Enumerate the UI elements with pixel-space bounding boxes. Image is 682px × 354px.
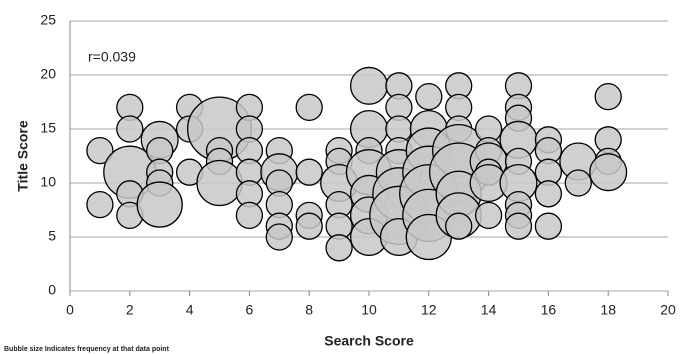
bubble [564, 169, 592, 197]
bubble [196, 159, 243, 207]
bubble [445, 212, 473, 240]
bubble [295, 212, 323, 240]
y-axis-label: Title Score [15, 120, 31, 192]
y-tick-label: 5 [48, 228, 56, 244]
x-tick-label: 18 [600, 302, 616, 318]
bubble [474, 201, 503, 230]
x-tick-label: 10 [361, 302, 377, 318]
bubble [325, 234, 353, 262]
bubble [86, 136, 114, 165]
bubble [349, 66, 389, 105]
x-tick-label: 16 [541, 302, 557, 318]
bubble [415, 82, 443, 111]
y-tick-label: 15 [40, 120, 56, 136]
y-tick-label: 0 [48, 282, 56, 298]
x-axis-label: Search Score [324, 333, 414, 349]
x-tick-label: 2 [126, 302, 134, 318]
y-tick-label: 10 [40, 174, 56, 190]
bubble [136, 181, 183, 228]
bubble [594, 82, 622, 111]
bubble [504, 212, 533, 240]
x-tick-label: 6 [246, 302, 254, 318]
bubble [86, 190, 114, 219]
x-tick-label: 14 [481, 302, 497, 318]
x-tick-label: 8 [305, 302, 313, 318]
x-tick-label: 20 [660, 302, 676, 318]
bubble [534, 212, 563, 240]
bubble [589, 153, 628, 192]
bubble [295, 93, 323, 122]
bubble [295, 158, 323, 186]
y-tick-label: 20 [40, 66, 56, 82]
bubble [265, 223, 293, 251]
y-tick-label: 25 [40, 12, 56, 28]
bubble [534, 180, 563, 208]
bubble [235, 201, 264, 230]
bubble [116, 115, 144, 143]
bubbles [86, 66, 628, 262]
footnote: Bubble size Indicates frequency at that … [4, 346, 170, 353]
x-tick-label: 4 [186, 302, 194, 318]
x-tick-label: 12 [421, 302, 437, 318]
x-tick-label: 0 [66, 302, 74, 318]
annotation: r=0.039 [88, 49, 136, 65]
